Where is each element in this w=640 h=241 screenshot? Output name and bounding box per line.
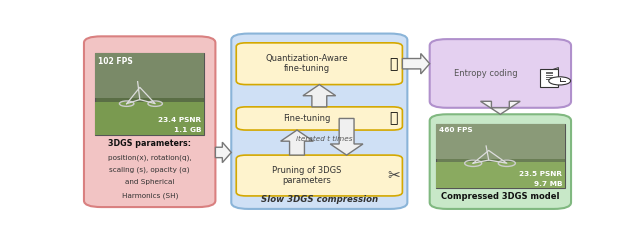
Text: ✂: ✂: [387, 168, 400, 183]
Text: scaling (s), opacity (α): scaling (s), opacity (α): [109, 167, 190, 173]
FancyBboxPatch shape: [429, 114, 571, 209]
Polygon shape: [481, 101, 520, 114]
Bar: [95, 53, 205, 98]
Polygon shape: [552, 67, 557, 69]
Text: 3DGS parameters:: 3DGS parameters:: [108, 139, 191, 148]
Text: 460 FPS: 460 FPS: [439, 127, 473, 133]
Polygon shape: [280, 130, 314, 155]
Text: Slow 3DGS compression: Slow 3DGS compression: [260, 195, 378, 204]
Polygon shape: [330, 119, 363, 155]
Bar: [436, 124, 565, 159]
Bar: [436, 124, 565, 187]
FancyBboxPatch shape: [84, 36, 216, 207]
Bar: [95, 53, 205, 135]
FancyBboxPatch shape: [236, 43, 403, 85]
Text: 🔥: 🔥: [389, 111, 397, 126]
Text: iterated t times: iterated t times: [296, 136, 353, 142]
Text: Compressed 3DGS model: Compressed 3DGS model: [441, 192, 559, 201]
Text: Harmonics (SH): Harmonics (SH): [122, 192, 178, 199]
Text: Entropy coding: Entropy coding: [454, 69, 517, 78]
FancyBboxPatch shape: [236, 155, 403, 196]
FancyBboxPatch shape: [236, 107, 403, 130]
Text: 23.5 PSNR: 23.5 PSNR: [519, 171, 562, 177]
Text: 9.7 MB: 9.7 MB: [534, 181, 562, 187]
Circle shape: [548, 77, 570, 85]
Text: 102 FPS: 102 FPS: [99, 57, 133, 66]
Text: 1.1 GB: 1.1 GB: [174, 127, 202, 133]
Text: Quantization-Aware
fine-tuning: Quantization-Aware fine-tuning: [266, 54, 348, 74]
Polygon shape: [403, 54, 429, 74]
Text: 23.4 PSNR: 23.4 PSNR: [158, 117, 202, 123]
FancyBboxPatch shape: [429, 39, 571, 108]
Text: 🔥: 🔥: [389, 57, 397, 71]
Polygon shape: [216, 142, 231, 163]
Bar: [540, 69, 557, 87]
Text: Pruning of 3DGS
parameters: Pruning of 3DGS parameters: [272, 166, 342, 185]
Bar: [436, 162, 565, 187]
Bar: [95, 102, 205, 135]
Text: Fine-tuning: Fine-tuning: [284, 114, 331, 123]
FancyBboxPatch shape: [231, 33, 407, 209]
Polygon shape: [303, 85, 336, 107]
Text: position(x), rotation(q),: position(x), rotation(q),: [108, 154, 191, 161]
Text: and Spherical: and Spherical: [125, 179, 174, 185]
